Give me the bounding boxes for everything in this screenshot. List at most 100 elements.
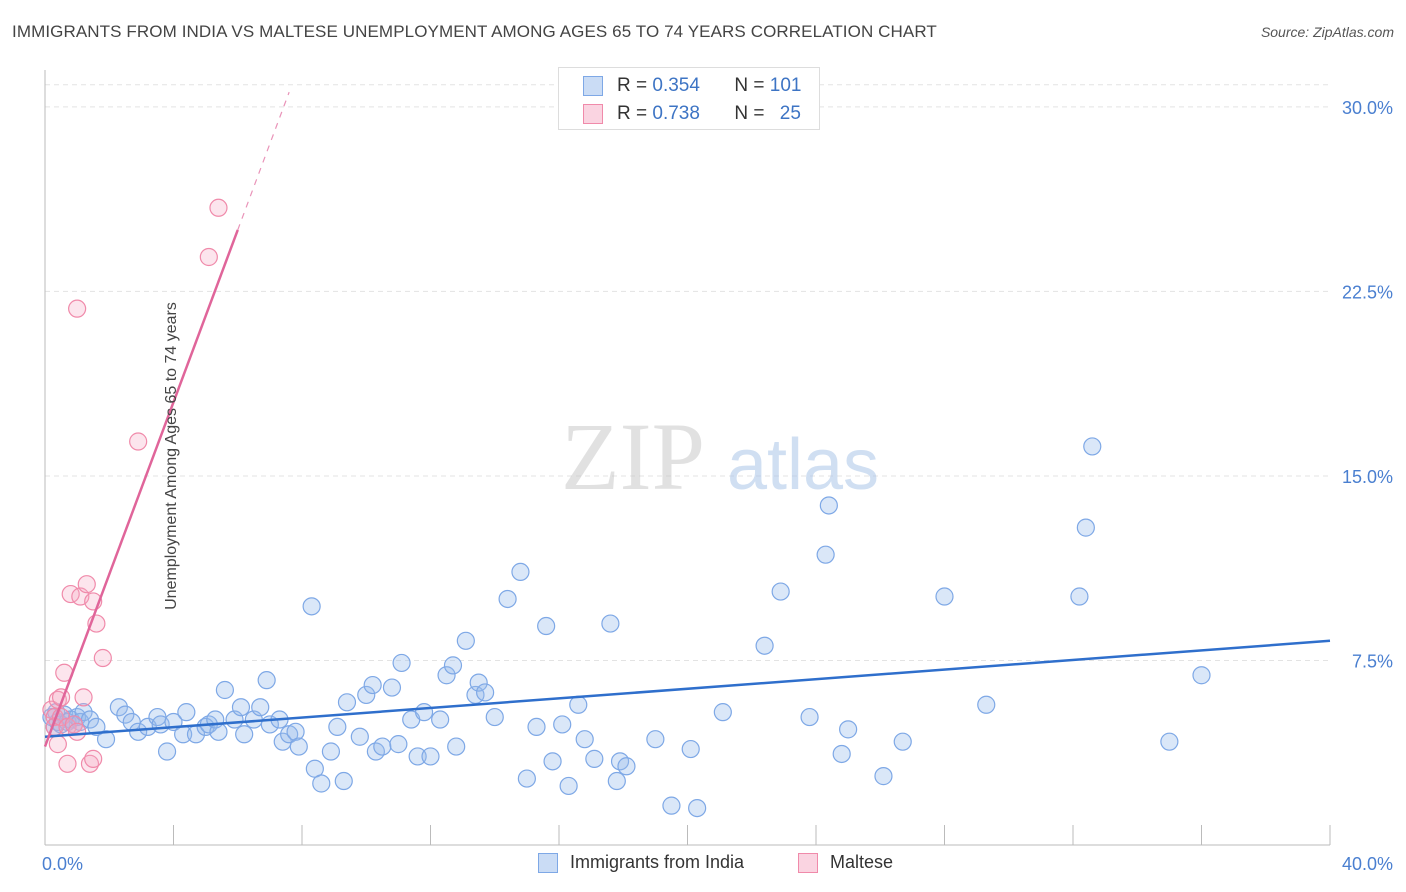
data-point-india	[607, 771, 626, 791]
x-tick-label: 40.0%	[1342, 854, 1393, 874]
series-maltese	[42, 198, 228, 773]
data-point-maltese	[84, 749, 103, 768]
data-point-india	[553, 715, 572, 734]
data-point-india	[713, 703, 732, 722]
data-point-maltese	[58, 754, 77, 773]
data-point-india	[74, 703, 93, 722]
data-point-india	[328, 717, 347, 737]
data-point-india	[289, 737, 308, 756]
legend-item-maltese: Maltese	[798, 852, 893, 873]
data-point-india	[337, 693, 357, 712]
trend-lines	[43, 91, 1331, 748]
data-point-india	[235, 725, 254, 744]
data-point-india	[527, 717, 546, 737]
legend-n-label: N =	[734, 75, 770, 96]
data-point-india	[302, 597, 321, 616]
y-tick-label: 15.0%	[1342, 467, 1393, 487]
legend-label-maltese: Maltese	[830, 852, 894, 872]
legend-n-india: 101	[769, 75, 802, 96]
data-point-india	[819, 496, 838, 515]
trend-line-maltese-extension	[237, 91, 290, 231]
y-tick-label: 30.0%	[1342, 98, 1393, 118]
data-point-india	[357, 685, 376, 705]
data-point-india	[382, 678, 402, 697]
legend-n-maltese: 25	[779, 103, 801, 124]
data-point-india	[437, 666, 456, 685]
data-point-india	[251, 698, 270, 717]
data-point-india	[392, 653, 411, 673]
data-point-india	[469, 673, 488, 692]
data-point-maltese	[68, 722, 87, 741]
data-point-india	[893, 732, 912, 751]
data-point-india	[1160, 732, 1179, 751]
data-point-maltese	[199, 247, 218, 267]
data-point-india	[257, 671, 276, 690]
data-point-india	[800, 707, 819, 727]
trend-line-maltese	[43, 229, 239, 748]
data-point-india	[431, 710, 450, 729]
data-point-india	[286, 722, 305, 741]
chart-title: IMMIGRANTS FROM INDIA VS MALTESE UNEMPLO…	[12, 22, 937, 41]
data-point-india	[662, 796, 681, 815]
data-point-india	[363, 675, 382, 695]
watermark-atlas: atlas	[727, 425, 879, 505]
data-point-india	[443, 656, 463, 675]
legend-row-india: R = 0.354 N = 101	[559, 73, 801, 99]
source-label: Source: ZipAtlas.com	[1260, 24, 1394, 40]
data-point-india	[874, 767, 893, 786]
watermark: ZIP atlas	[561, 403, 879, 510]
data-point-india	[485, 707, 504, 727]
legend-swatch-india	[538, 852, 558, 873]
data-point-india	[559, 776, 578, 796]
data-point-india	[543, 752, 562, 771]
data-point-maltese	[74, 688, 93, 707]
data-point-india	[585, 749, 604, 768]
data-point-india	[681, 739, 700, 759]
data-point-india	[1192, 666, 1211, 685]
series-legend: Immigrants from India Maltese	[0, 852, 1406, 878]
legend-r-maltese: 0.738	[652, 103, 700, 124]
data-point-india	[569, 695, 588, 714]
data-point-india	[1076, 518, 1095, 537]
data-point-india	[231, 698, 251, 717]
y-tick-label: 7.5%	[1352, 651, 1393, 671]
x-tick-label: 0.0%	[42, 854, 83, 874]
data-point-maltese	[77, 575, 96, 594]
data-point-maltese	[93, 648, 112, 668]
data-point-maltese	[129, 432, 148, 451]
legend-n-label: N =	[734, 103, 770, 124]
data-point-india	[617, 757, 636, 776]
data-point-india	[476, 683, 495, 702]
data-point-india	[575, 730, 594, 749]
data-point-india	[312, 774, 331, 793]
data-point-india	[373, 737, 392, 756]
series-immigrants-from-india	[42, 437, 1211, 818]
data-point-india	[321, 742, 341, 761]
data-point-india	[601, 614, 620, 633]
data-point-india	[977, 695, 996, 714]
data-point-india	[688, 798, 707, 818]
data-point-india	[935, 587, 954, 606]
y-axis-label: Unemployment Among Ages 65 to 74 years	[162, 302, 180, 610]
data-point-india	[447, 737, 466, 756]
data-point-india	[129, 722, 148, 741]
legend-label-india: Immigrants from India	[570, 852, 745, 872]
data-point-india	[511, 562, 530, 582]
trend-line-india	[44, 639, 1331, 738]
legend-item-india: Immigrants from India	[538, 852, 744, 873]
data-point-india	[646, 730, 665, 749]
data-point-india	[408, 747, 427, 766]
data-point-maltese	[80, 754, 100, 773]
data-point-india	[456, 631, 475, 650]
data-point-india	[109, 698, 128, 717]
data-point-india	[517, 769, 536, 788]
data-point-maltese	[48, 735, 67, 754]
data-point-india	[771, 582, 790, 601]
legend-r-india: 0.354	[652, 75, 700, 96]
data-point-india	[350, 727, 369, 746]
data-point-india	[839, 720, 858, 739]
data-point-india	[755, 636, 774, 655]
data-point-india	[832, 744, 851, 764]
watermark-zip: ZIP	[561, 403, 705, 510]
